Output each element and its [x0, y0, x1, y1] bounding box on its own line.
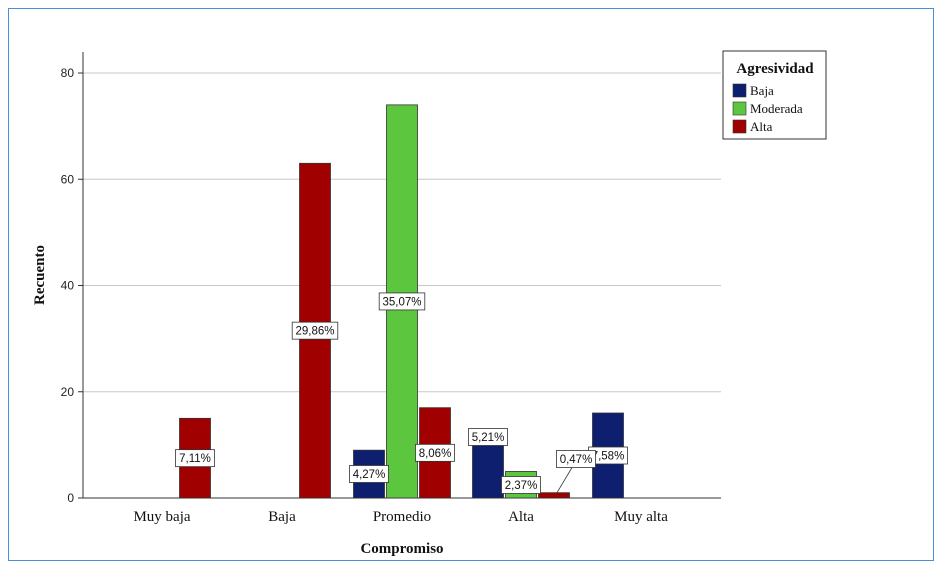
legend-label-alta: Alta [750, 119, 773, 134]
data-label-box [349, 465, 389, 483]
label-leader-line [556, 467, 573, 493]
data-label-box [415, 443, 455, 462]
legend-swatch-baja [732, 83, 747, 98]
bar-alta-3 [538, 492, 570, 499]
data-label: 7,11% [179, 453, 211, 465]
data-labels: 4,27% 5,21% 7,58% 35,07% 2,37% 7,11% 29,86% 8,0… [175, 292, 628, 494]
data-label: 4,27% [353, 469, 386, 481]
data-label: 5,21% [472, 432, 505, 444]
legend-label-baja: Baja [750, 83, 774, 98]
legend: Agresividad Baja Moderada Alta [722, 50, 827, 140]
x-category-label: Baja [268, 509, 296, 525]
data-label: 35,07% [382, 296, 421, 308]
legend-label-moderada: Moderada [750, 101, 803, 116]
legend-title: Agresividad [736, 61, 814, 77]
data-label: 8,06% [419, 448, 452, 460]
y-axis-title: Recuento [32, 245, 48, 305]
y-tick-label: 40 [61, 279, 75, 293]
x-category-label: Alta [508, 509, 534, 525]
y-tick-label: 80 [61, 66, 75, 80]
y-tick-label: 0 [67, 491, 74, 505]
x-category-label: Muy alta [614, 509, 668, 525]
data-label-box [291, 321, 339, 340]
bar-baja-3 [472, 439, 504, 499]
x-axis-title: Compromiso [360, 541, 443, 557]
x-axis-categories: Muy baja Baja Promedio Alta Muy alta [133, 509, 668, 525]
y-tick-label: 20 [61, 385, 75, 399]
legend-swatch-moderada [732, 101, 747, 116]
y-axis-ticks: 0 20 40 60 80 [61, 66, 83, 505]
data-label: 29,86% [295, 326, 334, 338]
data-label-box [175, 449, 215, 468]
legend-swatch-alta [732, 119, 747, 134]
data-label-box [468, 428, 508, 446]
data-label: 7,58% [592, 451, 625, 463]
x-category-label: Promedio [373, 509, 431, 525]
data-label-box [501, 476, 541, 494]
y-tick-label: 60 [61, 172, 75, 186]
data-label-box [378, 292, 426, 311]
data-label: 2,37% [505, 480, 538, 492]
data-label: 0,47% [560, 454, 593, 466]
data-label-box [556, 450, 596, 468]
x-category-label: Muy baja [133, 509, 190, 525]
